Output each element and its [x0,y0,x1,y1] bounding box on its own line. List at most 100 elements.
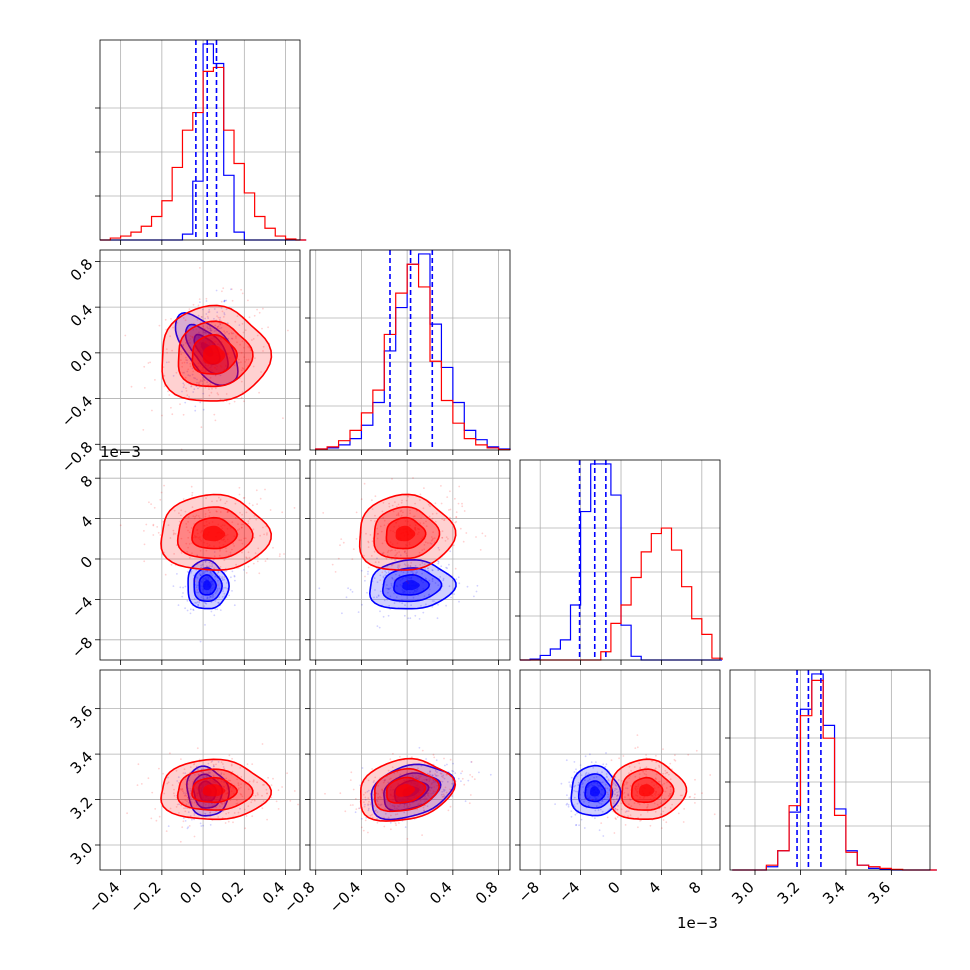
scatter-point-red [639,820,641,822]
scatter-point-red [419,499,421,501]
scatter-point-red [205,565,208,568]
scatter-point-red [655,761,658,763]
scatter-point-red [627,794,630,797]
scatter-point-red [252,338,255,340]
scatter-point-red [607,778,610,781]
scatter-point-red [411,771,413,774]
scatter-point-red [180,353,183,356]
scatter-point-red [199,267,201,269]
scatter-point-red [694,802,696,804]
scatter-point-red [251,763,254,765]
scatter-point-red [439,785,442,788]
scatter-point-blue [437,569,440,571]
scatter-point-red [188,531,191,534]
scatter-point-blue [387,614,390,617]
scatter-point-red [461,770,464,773]
scatter-point-red [629,785,632,787]
scatter-point-blue [199,640,202,643]
scatter-point-red [383,524,386,527]
scatter-point-blue [206,326,209,328]
scatter-point-blue [454,772,457,774]
scatter-point-blue [379,610,381,613]
scatter-point-blue [382,575,385,578]
scatter-point-blue [411,774,414,777]
scatter-point-red [654,767,657,770]
panel-frame [99,459,301,661]
panel-content [324,746,492,840]
scatter-point-blue [451,782,453,785]
scatter-point-red [283,553,285,555]
scatter-point-red [429,505,431,508]
scatter-point-red [235,337,237,339]
scatter-point-red [389,758,392,761]
scatter-point-red [251,815,254,818]
scatter-point-red [221,290,223,293]
scatter-point-red [430,783,433,786]
scatter-point-blue [442,788,445,791]
scatter-point-blue [208,596,211,599]
scatter-point-blue [203,601,206,604]
scatter-point-red [260,371,262,373]
scatter-point-blue [431,605,434,608]
contour-red [373,767,441,813]
scatter-point-red [215,763,217,766]
scatter-point-red [194,774,196,776]
scatter-point-blue [577,784,580,787]
scatter-point-red [180,804,183,807]
scatter-point-red [236,529,239,531]
scatter-point-red [264,560,267,562]
scatter-point-red [429,771,431,774]
scatter-point-red [419,776,421,778]
scatter-point-blue [602,835,605,837]
scatter-point-red [189,798,191,801]
scatter-point-red [432,753,435,756]
scatter-point-red [175,806,178,808]
scatter-point-blue [201,570,203,573]
scatter-point-red [240,351,243,354]
scatter-point-red [463,510,466,512]
scatter-point-red [664,769,667,772]
scatter-point-blue [403,614,406,617]
scatter-point-red [658,766,661,768]
scatter-point-red [153,506,156,509]
scatter-point-red [370,802,372,804]
scatter-point-blue [199,380,202,383]
scatter-point-blue [414,614,417,617]
scatter-point-red [392,752,394,755]
scatter-point-red [217,326,219,328]
scatter-point-blue [206,597,209,600]
scatter-point-red [261,743,264,745]
scatter-point-red [258,572,261,575]
scatter-point-red [251,799,254,801]
scatter-point-blue [614,793,616,796]
scatter-point-red [638,773,641,776]
scatter-point-red [262,307,264,310]
scatter-point-blue [566,794,568,797]
scatter-point-red [171,784,174,786]
scatter-point-blue [220,773,223,776]
scatter-point-red [252,779,255,781]
scatter-point-red [364,796,367,799]
scatter-point-blue [205,602,208,605]
scatter-point-red [668,773,670,776]
scatter-point-red [242,367,245,370]
scatter-point-red [143,365,146,368]
scatter-point-red [390,777,392,780]
scatter-point-red [645,754,647,756]
scatter-point-red [189,556,191,559]
scatter-point-red [193,801,196,804]
scatter-point-blue [437,561,440,563]
scatter-point-blue [217,570,220,573]
scatter-point-red [405,580,408,583]
scatter-point-blue [187,826,190,828]
scatter-point-blue [569,784,572,786]
scatter-point-blue [431,782,433,784]
scatter-point-red [628,803,630,806]
scatter-point-blue [391,577,394,580]
scatter-point-blue [441,780,444,783]
scatter-point-red [270,796,273,799]
scatter-point-blue [359,807,361,810]
tick-label-x: 0.8 [472,878,502,908]
scatter-point-red [191,552,193,555]
scatter-point-red [143,387,146,389]
